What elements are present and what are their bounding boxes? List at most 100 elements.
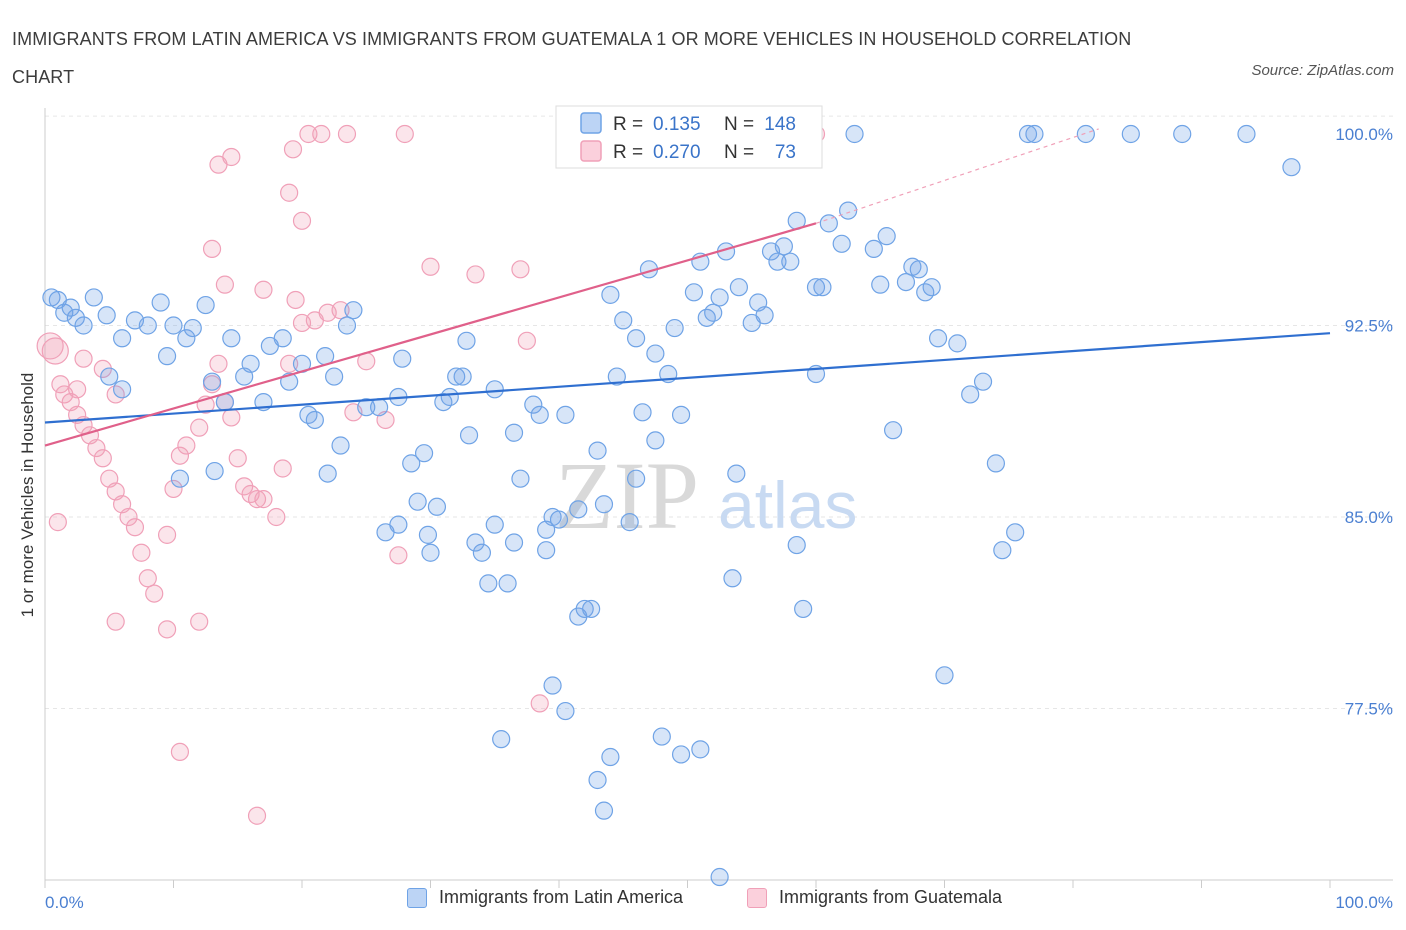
data-point xyxy=(280,183,299,202)
data-point xyxy=(1121,124,1140,144)
data-point xyxy=(466,265,485,284)
data-point xyxy=(774,237,793,256)
data-point xyxy=(871,275,890,294)
data-point xyxy=(466,533,485,552)
data-point xyxy=(222,329,241,348)
data-point xyxy=(100,367,119,386)
data-point xyxy=(138,569,157,588)
data-point xyxy=(517,331,536,350)
data-point xyxy=(845,124,864,144)
data-point xyxy=(1025,124,1044,144)
data-point xyxy=(119,507,138,527)
data-point xyxy=(157,525,177,544)
data-point xyxy=(626,329,646,348)
data-point xyxy=(164,479,183,499)
data-point xyxy=(421,257,440,276)
data-point xyxy=(472,543,491,562)
data-point xyxy=(864,239,883,258)
legend-r-label: R = xyxy=(613,114,643,135)
data-point xyxy=(241,354,260,373)
data-point xyxy=(402,454,421,473)
y-tick-label: 77.5% xyxy=(1345,700,1393,719)
data-point xyxy=(530,405,549,424)
data-point xyxy=(337,124,357,144)
data-point xyxy=(344,301,363,320)
data-point xyxy=(1282,158,1301,177)
data-point xyxy=(556,405,575,424)
data-point xyxy=(112,329,132,348)
data-point xyxy=(190,612,209,631)
data-point xyxy=(292,211,312,230)
data-point xyxy=(170,742,190,762)
data-point xyxy=(457,331,476,350)
data-point xyxy=(594,801,614,820)
data-point xyxy=(727,464,746,483)
data-point xyxy=(202,372,222,391)
data-point xyxy=(607,367,626,386)
data-point xyxy=(305,410,324,430)
data-point xyxy=(652,727,671,746)
data-point xyxy=(646,431,665,450)
data-point xyxy=(588,441,607,460)
data-point xyxy=(389,515,408,534)
data-point xyxy=(459,426,479,445)
data-point xyxy=(633,403,652,422)
data-point xyxy=(582,599,601,619)
data-point xyxy=(794,599,813,619)
data-point xyxy=(325,367,344,386)
data-point xyxy=(164,316,183,335)
data-point xyxy=(157,620,177,639)
data-point xyxy=(601,285,620,304)
legend-swatch-pink xyxy=(747,887,767,908)
data-point xyxy=(806,278,826,297)
data-point xyxy=(177,436,196,455)
y-tick-label: 92.5% xyxy=(1345,317,1393,336)
bottom-legend-latin-america: Immigrants from Latin America xyxy=(407,887,683,908)
data-point xyxy=(48,513,67,532)
data-point xyxy=(684,283,704,302)
data-point xyxy=(283,140,303,159)
data-point xyxy=(485,515,504,534)
data-point xyxy=(97,306,116,325)
data-point xyxy=(511,469,530,488)
data-point xyxy=(671,405,691,424)
data-point xyxy=(479,574,498,593)
data-point xyxy=(691,740,710,759)
legend-swatch xyxy=(580,112,602,134)
data-point xyxy=(896,272,916,292)
data-point xyxy=(408,492,427,511)
data-point xyxy=(569,500,588,519)
data-point xyxy=(87,438,106,458)
data-point xyxy=(222,147,241,167)
data-point xyxy=(331,436,350,455)
data-point xyxy=(177,329,196,348)
data-point xyxy=(922,278,941,297)
data-point xyxy=(196,295,215,315)
x-tick-label-right: 100.0% xyxy=(1335,893,1393,912)
data-point xyxy=(190,418,209,437)
data-point xyxy=(492,730,511,749)
data-point xyxy=(170,469,190,488)
data-point xyxy=(440,387,459,407)
data-point xyxy=(66,308,85,327)
data-point xyxy=(41,337,69,365)
data-point xyxy=(755,306,774,325)
data-point xyxy=(620,513,639,532)
watermark: ZIP atlas xyxy=(555,442,857,549)
data-point xyxy=(671,745,691,764)
legend-n-value: 73 xyxy=(775,142,796,163)
data-point xyxy=(36,332,64,360)
data-point xyxy=(710,288,729,307)
data-point xyxy=(138,316,157,335)
data-point xyxy=(787,535,806,555)
data-point xyxy=(215,275,234,294)
data-point xyxy=(247,806,267,825)
data-point xyxy=(903,257,922,276)
data-point xyxy=(537,520,556,539)
data-point xyxy=(485,380,504,399)
data-point xyxy=(504,533,524,552)
data-point xyxy=(74,316,93,335)
data-point xyxy=(61,298,80,317)
data-point xyxy=(427,497,447,516)
data-point xyxy=(646,344,665,363)
